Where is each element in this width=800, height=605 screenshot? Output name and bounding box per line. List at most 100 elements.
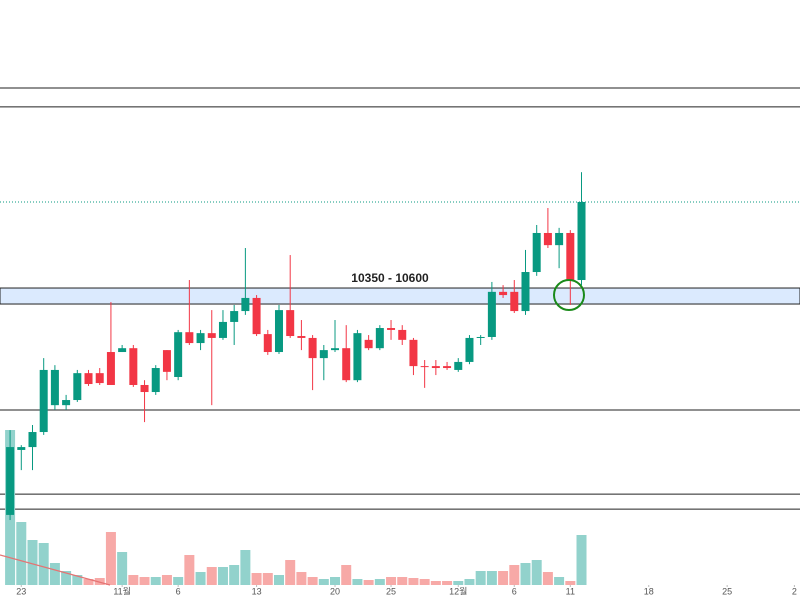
candle-body bbox=[174, 332, 183, 377]
candle-body bbox=[263, 334, 272, 353]
candle-body bbox=[443, 366, 452, 369]
candle-body bbox=[476, 336, 485, 338]
x-tick-label: 20 bbox=[330, 586, 340, 596]
candle-body bbox=[274, 310, 283, 353]
candle-body bbox=[375, 328, 384, 349]
volume-bar bbox=[296, 572, 307, 585]
volume-bar bbox=[453, 581, 464, 585]
volume-bar bbox=[554, 577, 565, 585]
candle-body bbox=[84, 373, 93, 385]
volume-bar bbox=[408, 578, 419, 585]
candle-body bbox=[286, 310, 295, 337]
candle-body bbox=[118, 348, 127, 353]
volume-bar bbox=[464, 579, 475, 585]
volume-bar bbox=[330, 577, 341, 585]
volume-bar bbox=[94, 578, 105, 585]
candle-body bbox=[218, 321, 227, 338]
candle-body bbox=[331, 348, 340, 351]
candle-layer bbox=[6, 172, 586, 521]
candle-body bbox=[151, 368, 160, 393]
volume-bar bbox=[397, 577, 408, 585]
candle-body bbox=[532, 232, 541, 273]
candle-body bbox=[431, 366, 440, 369]
zone-annotation: 10350 - 10600 bbox=[351, 271, 429, 285]
candle-body bbox=[555, 232, 564, 246]
volume-bar bbox=[285, 560, 296, 585]
volume-bar bbox=[173, 577, 184, 585]
candle-body bbox=[185, 332, 194, 344]
candle-body bbox=[162, 350, 171, 372]
candle-body bbox=[387, 328, 396, 330]
volume-average-line bbox=[0, 554, 111, 586]
x-tick-label: 11 bbox=[566, 586, 575, 596]
candle-body bbox=[454, 361, 463, 370]
x-tick-label: 12월 bbox=[449, 585, 467, 596]
volume-bar bbox=[475, 571, 486, 585]
volume-bar bbox=[363, 580, 374, 585]
x-tick-label: 6 bbox=[176, 586, 181, 596]
volume-bar bbox=[150, 577, 161, 585]
volume-bar bbox=[184, 555, 195, 585]
volume-bar bbox=[341, 565, 352, 585]
candle-body bbox=[73, 373, 82, 401]
candle-body bbox=[62, 400, 71, 406]
x-tick-label: 25 bbox=[722, 586, 732, 596]
volume-bar bbox=[117, 552, 128, 585]
x-tick-label: 23 bbox=[16, 586, 26, 596]
volume-bar bbox=[486, 571, 497, 585]
highlight-circle bbox=[553, 279, 585, 311]
x-tick-label: 18 bbox=[644, 586, 654, 596]
volume-bar bbox=[531, 560, 542, 585]
candle-body bbox=[241, 297, 250, 312]
volume-bar bbox=[430, 581, 441, 585]
candle-body bbox=[465, 337, 474, 362]
candle-body bbox=[342, 348, 351, 381]
x-tick-label: 11월 bbox=[113, 585, 131, 596]
candle-body bbox=[6, 447, 15, 515]
candle-body bbox=[510, 291, 519, 312]
candle-body bbox=[297, 336, 306, 338]
candle-body bbox=[409, 339, 418, 367]
volume-bar bbox=[386, 577, 397, 585]
volume-bar bbox=[217, 567, 228, 585]
volume-bar bbox=[161, 575, 172, 585]
x-tick-label: 6 bbox=[512, 586, 517, 596]
volume-bar bbox=[262, 573, 273, 585]
volume-bar bbox=[240, 550, 251, 585]
candle-body bbox=[364, 339, 373, 349]
volume-bar bbox=[206, 567, 217, 585]
volume-bar bbox=[61, 571, 72, 585]
candle-body bbox=[521, 272, 530, 312]
candle-body bbox=[353, 333, 362, 381]
volume-bar bbox=[509, 565, 520, 585]
volume-bar bbox=[542, 572, 553, 585]
volume-bar bbox=[139, 577, 150, 585]
volume-bar bbox=[318, 579, 329, 585]
volume-bar bbox=[419, 579, 430, 585]
volume-bar bbox=[352, 579, 363, 585]
candle-body bbox=[577, 201, 586, 281]
x-tick-label: 13 bbox=[252, 586, 262, 596]
volume-bar bbox=[195, 572, 206, 585]
volume-bar bbox=[27, 540, 38, 585]
candle-body bbox=[543, 232, 552, 246]
volume-bar bbox=[105, 532, 116, 585]
candle-body bbox=[50, 369, 59, 406]
volume-bar bbox=[498, 571, 509, 585]
volume-bar bbox=[520, 563, 531, 585]
volume-bar bbox=[565, 581, 576, 585]
volume-bar bbox=[83, 579, 94, 585]
candle-body bbox=[95, 373, 104, 384]
candle-body bbox=[487, 291, 496, 337]
candle-body bbox=[230, 311, 239, 322]
volume-bar bbox=[374, 579, 385, 585]
candle-body bbox=[17, 447, 26, 450]
x-tick-label: 25 bbox=[386, 586, 396, 596]
candle-body bbox=[319, 350, 328, 359]
volume-bar bbox=[273, 575, 284, 585]
volume-bar bbox=[16, 522, 27, 585]
volume-bar bbox=[442, 581, 453, 585]
volume-bar bbox=[229, 565, 240, 585]
candle-body bbox=[140, 384, 149, 393]
